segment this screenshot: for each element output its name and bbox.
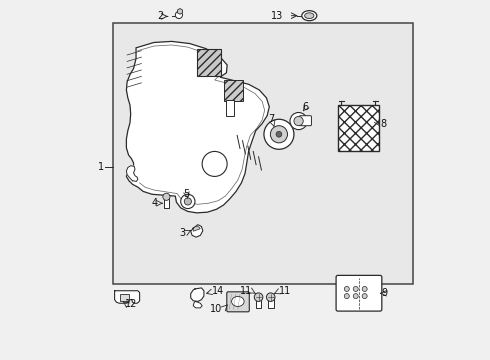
Text: 8: 8 — [380, 118, 386, 129]
Circle shape — [267, 293, 275, 301]
Polygon shape — [126, 166, 138, 181]
Circle shape — [175, 12, 182, 18]
Polygon shape — [193, 301, 202, 308]
Circle shape — [264, 119, 294, 149]
Circle shape — [181, 194, 195, 208]
Polygon shape — [126, 41, 270, 213]
Text: 7: 7 — [268, 114, 274, 124]
Circle shape — [362, 287, 367, 292]
Ellipse shape — [232, 296, 244, 306]
Text: 11: 11 — [279, 287, 291, 296]
Text: 1: 1 — [98, 162, 104, 172]
FancyBboxPatch shape — [336, 275, 382, 311]
Bar — [113, 23, 413, 284]
Circle shape — [270, 126, 288, 143]
Bar — [338, 105, 379, 152]
Circle shape — [163, 193, 170, 201]
Text: 10: 10 — [210, 303, 222, 314]
Polygon shape — [191, 225, 203, 237]
Text: 11: 11 — [240, 287, 252, 296]
Circle shape — [202, 152, 227, 176]
Text: 6: 6 — [302, 102, 308, 112]
Text: 2: 2 — [157, 12, 164, 21]
Bar — [226, 100, 234, 116]
Bar — [120, 294, 129, 301]
Circle shape — [353, 287, 358, 292]
Circle shape — [362, 294, 367, 298]
Text: 4: 4 — [151, 198, 157, 208]
Text: 5: 5 — [183, 189, 189, 199]
Bar — [268, 297, 273, 308]
Circle shape — [353, 294, 358, 298]
Circle shape — [290, 112, 307, 130]
Circle shape — [184, 198, 192, 205]
Bar — [197, 49, 221, 76]
Text: 9: 9 — [381, 288, 388, 298]
Ellipse shape — [305, 13, 314, 18]
Circle shape — [344, 294, 349, 298]
Circle shape — [294, 116, 303, 126]
Circle shape — [344, 287, 349, 292]
Bar — [164, 199, 169, 207]
Circle shape — [254, 293, 263, 301]
Circle shape — [276, 131, 282, 137]
Wedge shape — [193, 226, 200, 231]
FancyBboxPatch shape — [227, 292, 249, 312]
Bar — [223, 80, 243, 102]
Text: 3: 3 — [179, 228, 185, 238]
Polygon shape — [191, 288, 204, 301]
Ellipse shape — [302, 11, 317, 21]
Bar — [256, 297, 262, 308]
FancyBboxPatch shape — [299, 116, 312, 126]
Text: 14: 14 — [212, 287, 224, 296]
Text: 12: 12 — [125, 299, 138, 309]
Text: 13: 13 — [271, 11, 284, 21]
Polygon shape — [115, 291, 140, 303]
